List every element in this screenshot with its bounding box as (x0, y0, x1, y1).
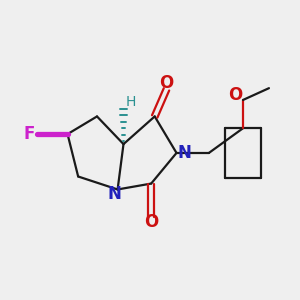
Text: O: O (144, 213, 158, 231)
Text: O: O (228, 86, 242, 104)
Text: F: F (23, 125, 34, 143)
Text: N: N (107, 184, 121, 202)
Text: H: H (125, 95, 136, 109)
Text: O: O (159, 74, 174, 92)
Text: N: N (177, 144, 191, 162)
